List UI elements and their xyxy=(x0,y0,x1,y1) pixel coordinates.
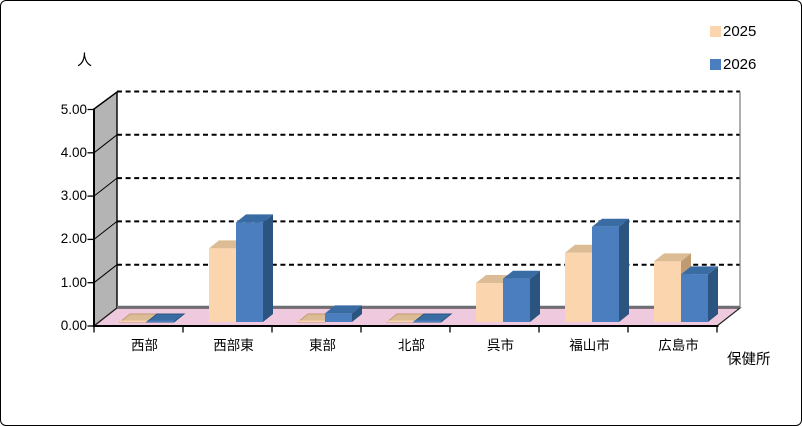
bar-2025-呉市 xyxy=(476,283,503,322)
category-label-福山市: 福山市 xyxy=(569,338,610,353)
bar-2025-西部-front xyxy=(120,320,147,322)
bar-2026-広島市 xyxy=(681,274,708,322)
bar-2026-東部-side xyxy=(352,305,362,322)
wall-gridline xyxy=(93,221,118,240)
x-axis-title: 保健所 xyxy=(727,352,771,368)
bar-2026-呉市 xyxy=(503,278,530,322)
side-wall xyxy=(93,90,118,328)
y-tick-label-3.00: 3.00 xyxy=(60,188,87,204)
legend-label-2026: 2026 xyxy=(723,55,757,73)
y-tick-label-1.00: 1.00 xyxy=(60,274,87,290)
category-label-西部東: 西部東 xyxy=(213,338,254,353)
category-label-北部: 北部 xyxy=(398,338,425,353)
bar-2025-西部東 xyxy=(209,248,236,322)
category-label-呉市: 呉市 xyxy=(487,338,514,353)
bar-2026-広島市-top xyxy=(681,266,718,275)
bar-2025-福山市 xyxy=(565,252,592,322)
bar-2025-広島市-top xyxy=(654,253,691,262)
bar-2026-福山市-top xyxy=(592,218,629,227)
bar-2026-呉市-side xyxy=(530,270,540,322)
y-tick-label-2.00: 2.00 xyxy=(60,231,87,247)
wall-gridline xyxy=(93,264,118,284)
bar-2025-東部-front xyxy=(298,320,325,322)
bar-2026-北部-front xyxy=(414,320,441,322)
bar-2026-西部東-side xyxy=(263,214,273,322)
bar-2026-東部 xyxy=(325,313,352,322)
y-tick-label-0.00: 0.00 xyxy=(60,318,87,333)
chart-legend: 2025 2026 xyxy=(710,23,756,89)
wall-gridline xyxy=(93,177,118,197)
category-label-東部: 東部 xyxy=(309,338,336,353)
wall-gridline xyxy=(93,134,118,154)
legend-swatch-2025 xyxy=(710,25,721,37)
bar-2026-呉市-top xyxy=(503,270,540,279)
bar-2026-福山市 xyxy=(592,226,619,322)
bar-2026-東部-top xyxy=(325,305,362,314)
y-tick-label-4.00: 4.00 xyxy=(60,144,87,160)
y-tick-label-5.00: 5.00 xyxy=(60,101,87,117)
bar-2025-広島市 xyxy=(654,261,681,322)
bar-2026-西部東 xyxy=(236,222,263,322)
legend-label-2025: 2025 xyxy=(723,22,757,40)
category-label-広島市: 広島市 xyxy=(658,338,699,353)
category-label-西部: 西部 xyxy=(131,338,158,353)
bar-2026-福山市-side xyxy=(619,218,629,322)
legend-item-2026: 2026 xyxy=(710,55,757,73)
legend-item-2025: 2025 xyxy=(710,22,757,40)
bar-2025-北部-front xyxy=(387,320,414,322)
legend-swatch-2026 xyxy=(710,58,721,70)
bar-2026-西部東-top xyxy=(236,214,273,223)
bar-2026-西部-front xyxy=(147,320,174,322)
y-axis-title: 人 xyxy=(77,52,93,69)
bar-2026-広島市-side xyxy=(708,266,718,322)
